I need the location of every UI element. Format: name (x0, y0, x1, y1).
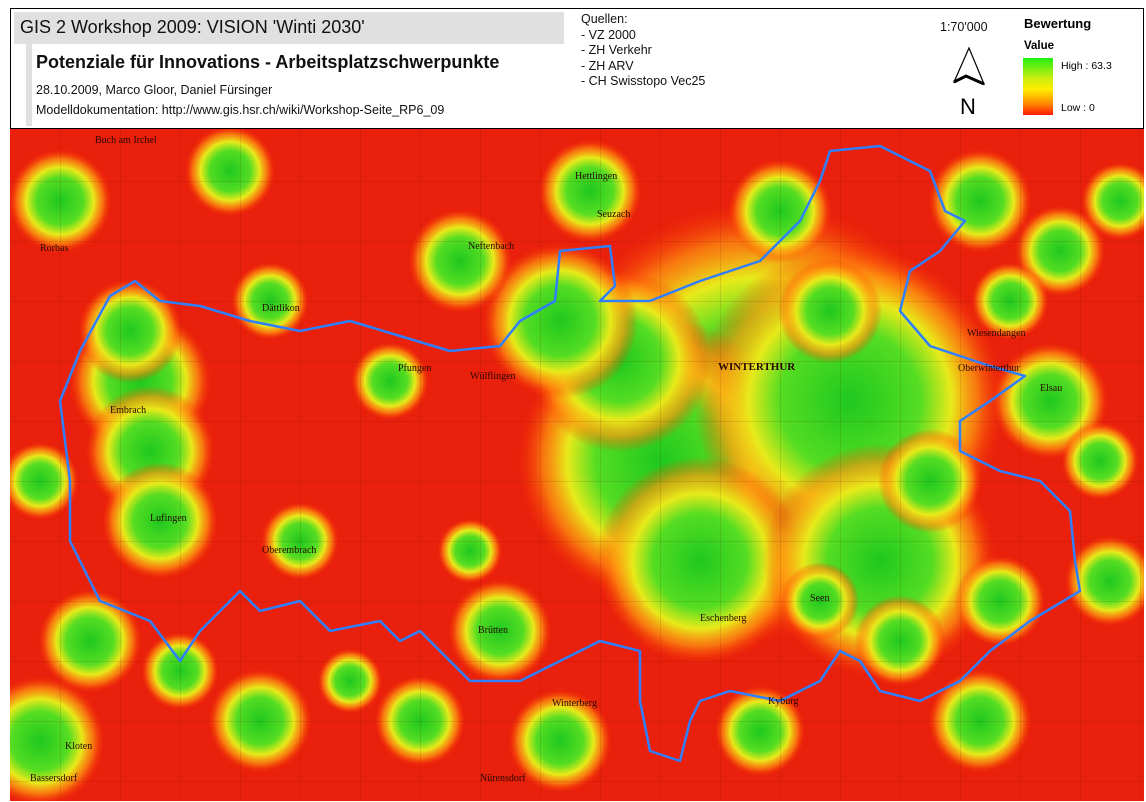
legend-color-ramp (1023, 58, 1053, 115)
suitability-raster: Buch am Irchel Hettlingen Seuzach Neftenbac… (10, 129, 1144, 801)
place-label: Neftenbach (468, 241, 514, 252)
scale-text: 1:70'000 (940, 20, 988, 34)
map-title: GIS 2 Workshop 2009: VISION 'Winti 2030' (20, 17, 365, 37)
map-subtitle: Potenziale für Innovations - Arbeitsplat… (36, 52, 500, 72)
place-label: Winterberg (552, 698, 597, 709)
place-label: Brütten (478, 625, 508, 636)
place-label: Buch am Irchel (95, 135, 157, 146)
legend-high-label: High : 63.3 (1061, 60, 1112, 72)
north-arrow-icon: N (948, 44, 990, 123)
place-labels: Buch am Irchel Hettlingen Seuzach Neftenbac… (30, 135, 1062, 784)
source-item: - VZ 2000 (581, 27, 636, 42)
place-label: Eschenberg (700, 613, 746, 624)
place-label: Elsau (1040, 383, 1062, 394)
authors-text: 28.10.2009, Marco Gloor, Daniel Fürsinge… (36, 83, 273, 97)
place-label: Bassersdorf (30, 773, 78, 784)
place-label: Seen (810, 593, 829, 604)
place-label: Pfungen (398, 363, 431, 374)
north-label: N (960, 94, 976, 118)
place-label: Oberwinterthur (958, 363, 1020, 374)
legend-low-label: Low : 0 (1061, 102, 1095, 114)
place-label: Lufingen (150, 513, 187, 524)
source-item: - ZH Verkehr (581, 43, 652, 57)
place-label: Hettlingen (575, 171, 617, 182)
legend-field: Value (1024, 40, 1055, 52)
grid-lines (10, 129, 1144, 801)
place-label: Oberembrach (262, 545, 316, 556)
place-label: Wülflingen (470, 371, 516, 382)
place-label: Wiesendangen (967, 328, 1025, 339)
source-item: - ZH ARV (581, 58, 634, 73)
place-label: Seuzach (597, 209, 630, 220)
place-label: Rorbas (40, 243, 68, 254)
place-label: Kyburg (768, 696, 798, 707)
place-label: Dättlikon (262, 303, 300, 314)
sources-block: Quellen: - VZ 2000 - ZH Verkehr - ZH ARV… (581, 12, 705, 90)
place-label: Nürensdorf (480, 773, 526, 784)
place-label: WINTERTHUR (718, 361, 796, 373)
sources-heading: Quellen: (581, 12, 628, 26)
legend-title: Bewertung (1024, 16, 1092, 31)
source-item: - CH Swisstopo Vec25 (581, 74, 706, 88)
place-label: Kloten (65, 741, 92, 752)
title-bar (14, 12, 564, 44)
municipality-boundary (58, 144, 1082, 763)
map-canvas[interactable]: Buch am Irchel Hettlingen Seuzach Neftenbac… (10, 128, 1144, 801)
subtitle-panel (26, 44, 570, 126)
place-label: Embrach (110, 405, 146, 416)
documentation-text: Modelldokumentation: http://www.gis.hsr.… (36, 103, 445, 117)
